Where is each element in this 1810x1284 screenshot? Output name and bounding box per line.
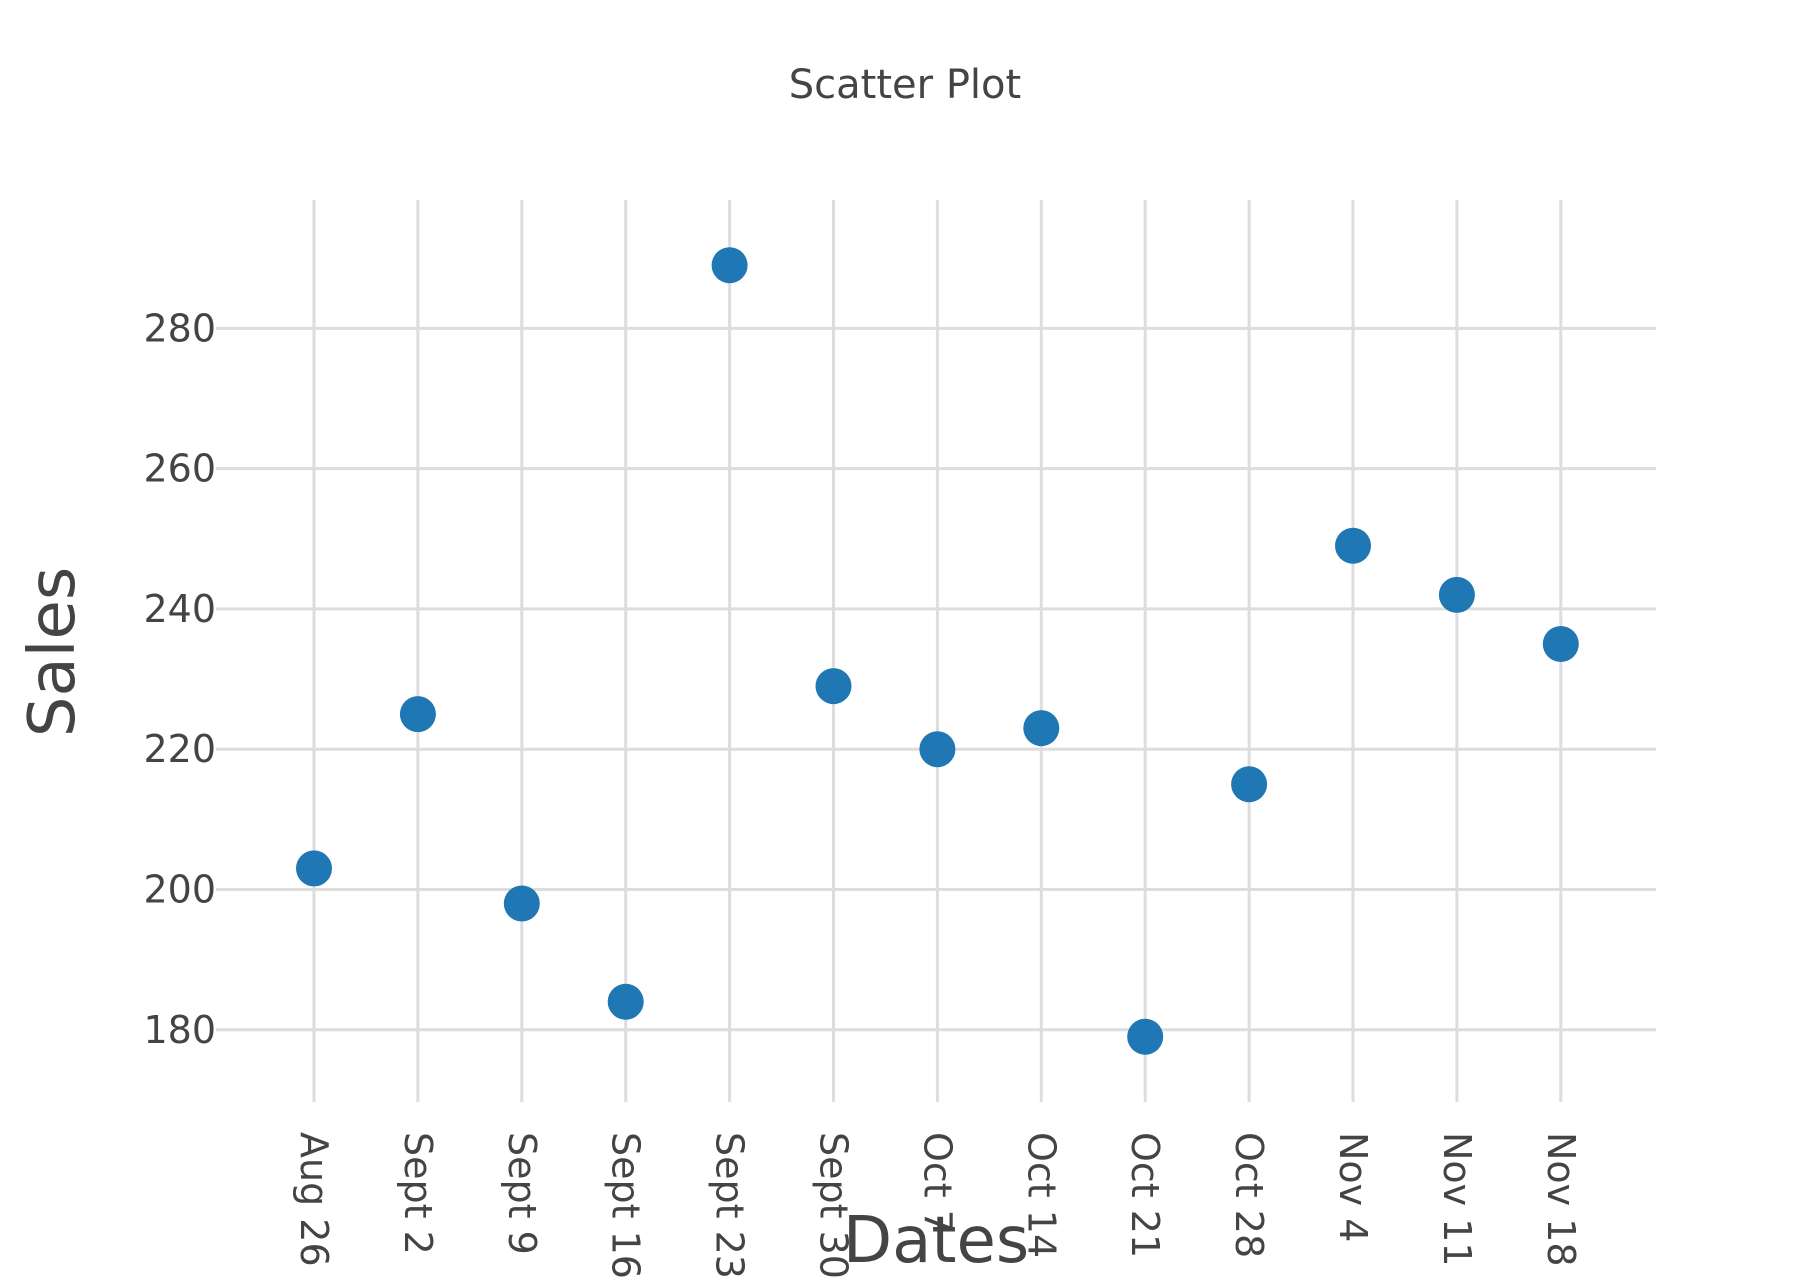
data-point [399,696,436,733]
data-point [1542,625,1579,662]
data-point [1127,1018,1164,1055]
data-point [296,850,332,887]
data-point [919,731,956,768]
data-point [1335,527,1371,564]
y-tick-label: 260 [143,447,216,491]
x-tick-label: Sept 9 [500,1132,544,1255]
x-tick-label: Aug 26 [292,1132,336,1267]
y-tick-label: 220 [143,727,216,771]
x-tick-label: Nov 11 [1435,1132,1479,1267]
y-tick-label: 180 [143,1008,216,1052]
x-tick-label: Oct 28 [1227,1132,1271,1258]
y-tick-label: 240 [143,587,216,631]
data-point [815,668,852,705]
chart-title: Scatter Plot [789,62,1021,108]
data-point [607,983,644,1020]
y-axis-ticks: 180 200 220 240 260 280 [143,306,216,1051]
x-tick-label: Oct 21 [1123,1132,1167,1258]
data-point [503,885,540,922]
data-point [1438,576,1475,613]
data-point [1231,766,1268,803]
data-point [711,247,748,284]
x-tick-label: Sept 16 [604,1132,648,1279]
data-points [296,247,1579,1055]
x-axis-title: Dates [843,1204,1029,1278]
x-tick-label: Nov 18 [1539,1132,1583,1267]
x-tick-label: Nov 4 [1331,1132,1375,1242]
x-grid [312,200,1563,1102]
x-tick-label: Sept 23 [708,1132,752,1279]
x-tick-label: Sept 2 [396,1132,440,1255]
x-tick-label: Sept 30 [812,1132,856,1279]
x-tick-label: Oct 7 [915,1132,959,1234]
y-axis-title: Sales [16,567,90,737]
x-tick-label: Oct 14 [1019,1132,1063,1258]
x-axis-ticks: Aug 26 Sept 2 Sept 9 Sept 16 Sept 23 Sept 30 O… [292,1132,1583,1279]
data-point [1023,710,1060,747]
y-tick-label: 200 [143,867,216,911]
y-tick-label: 280 [143,306,216,350]
